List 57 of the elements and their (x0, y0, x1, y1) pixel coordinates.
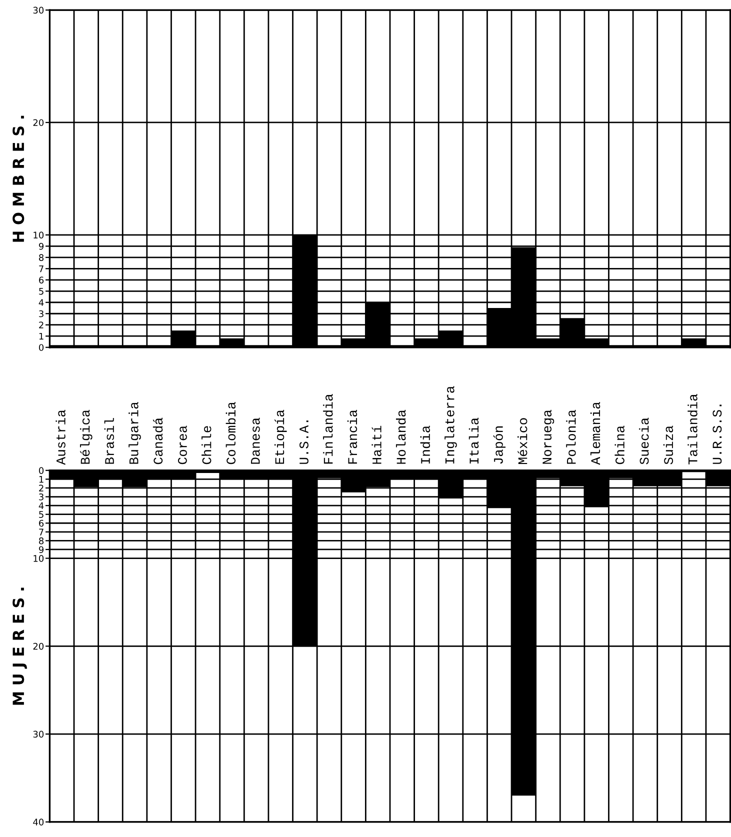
x-tick-label: Corea (178, 426, 187, 464)
x-tick-label: Chile (202, 426, 212, 464)
x-tick-label: Brasil (104, 418, 114, 464)
y-axis-title: M U J E R E S . (12, 588, 27, 705)
y-tick-label: 9 (38, 546, 44, 554)
x-tick-label: Bélgica (80, 410, 92, 464)
y-tick-label: 2 (39, 484, 44, 492)
x-tick-label: India (420, 426, 430, 464)
y-tick-label: 6 (39, 276, 44, 284)
y-tick-label: 5 (39, 511, 44, 518)
y-tick-label: 4 (38, 502, 44, 509)
x-tick-label: Colombia (226, 402, 236, 464)
y-tick-label: 10 (34, 555, 44, 562)
y-tick-label: 6 (39, 520, 44, 527)
y-tick-label: 3 (39, 310, 44, 318)
x-tick-label: Tailandia (688, 394, 698, 464)
y-tick-label: 30 (33, 730, 44, 738)
y-tick-label: 2 (39, 322, 44, 328)
x-tick-label: Canadá (152, 418, 163, 464)
x-tick-label: Suiza (663, 426, 674, 464)
x-tick-label: Japón (493, 426, 506, 464)
y-tick-label: 3 (39, 493, 44, 500)
y-tick-label: 1 (39, 332, 44, 340)
x-tick-label: Italia (468, 418, 479, 464)
x-tick-label: Alemania (590, 402, 600, 465)
y-axis-title: H O M B R E S . (12, 116, 24, 242)
y-tick-label: 20 (33, 119, 44, 126)
y-tick-label: 8 (39, 537, 44, 544)
x-tick-label: Austria (56, 410, 66, 465)
y-tick-label: 10 (34, 232, 44, 238)
y-tick-label: 7 (39, 265, 44, 272)
x-tick-label: Polonia (566, 410, 576, 464)
x-tick-label: Suecia (639, 418, 649, 464)
y-tick-label: 7 (39, 528, 44, 536)
x-tick-label: Finlandia (323, 394, 333, 464)
x-tick-label: Etiopía (274, 410, 287, 464)
y-tick-label: 1 (39, 476, 44, 483)
y-tick-label: 0 (39, 467, 44, 474)
y-tick-label: 9 (38, 242, 44, 250)
x-tick-label: Holanda (396, 410, 406, 464)
x-tick-label: Haití (372, 426, 382, 464)
y-tick-label: 4 (38, 299, 44, 306)
x-tick-label: Francia (347, 410, 358, 464)
x-tick-label: Noruega (542, 410, 554, 464)
y-tick-label: 20 (33, 642, 44, 650)
x-tick-label: Bulgaria (128, 402, 141, 464)
x-tick-label: U.S.A. (300, 420, 308, 464)
y-tick-label: 0 (39, 344, 44, 351)
x-tick-label: China (614, 426, 624, 464)
x-tick-label: México (518, 418, 528, 464)
y-tick-label: 40 (33, 818, 44, 826)
y-tick-label: 30 (33, 6, 44, 14)
x-tick-label: U.R.S.S. (712, 404, 722, 464)
x-tick-label: Danesa (251, 418, 260, 464)
y-tick-label: 5 (39, 288, 44, 295)
y-tick-label: 8 (39, 254, 44, 261)
x-tick-label: Inglaterra (444, 386, 457, 464)
